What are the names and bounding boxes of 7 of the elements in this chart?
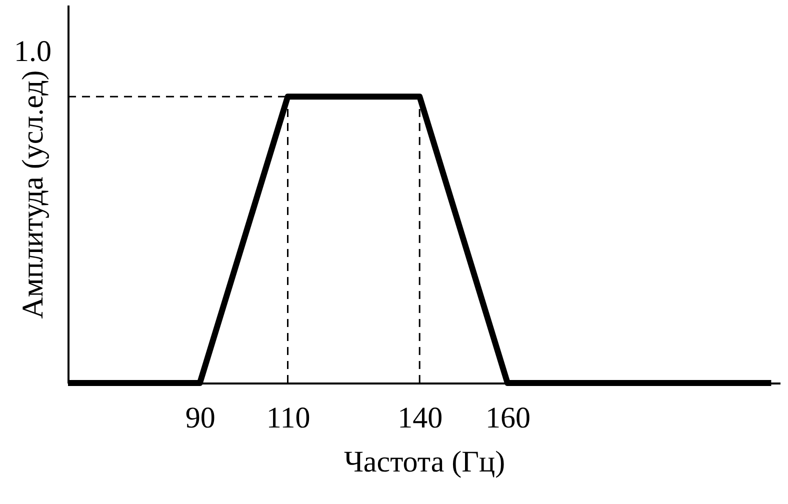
x-tick-label: 90 — [185, 402, 216, 434]
x-tick-label: 160 — [486, 402, 531, 434]
text: 1.0 — [14, 35, 52, 68]
x-tick-label: 140 — [398, 402, 443, 434]
x-axis-title: Частота (Гц) — [344, 446, 506, 478]
y-axis-title: Амплитуда (усл.ед) — [16, 70, 50, 319]
x-tick-label: 110 — [266, 402, 310, 434]
